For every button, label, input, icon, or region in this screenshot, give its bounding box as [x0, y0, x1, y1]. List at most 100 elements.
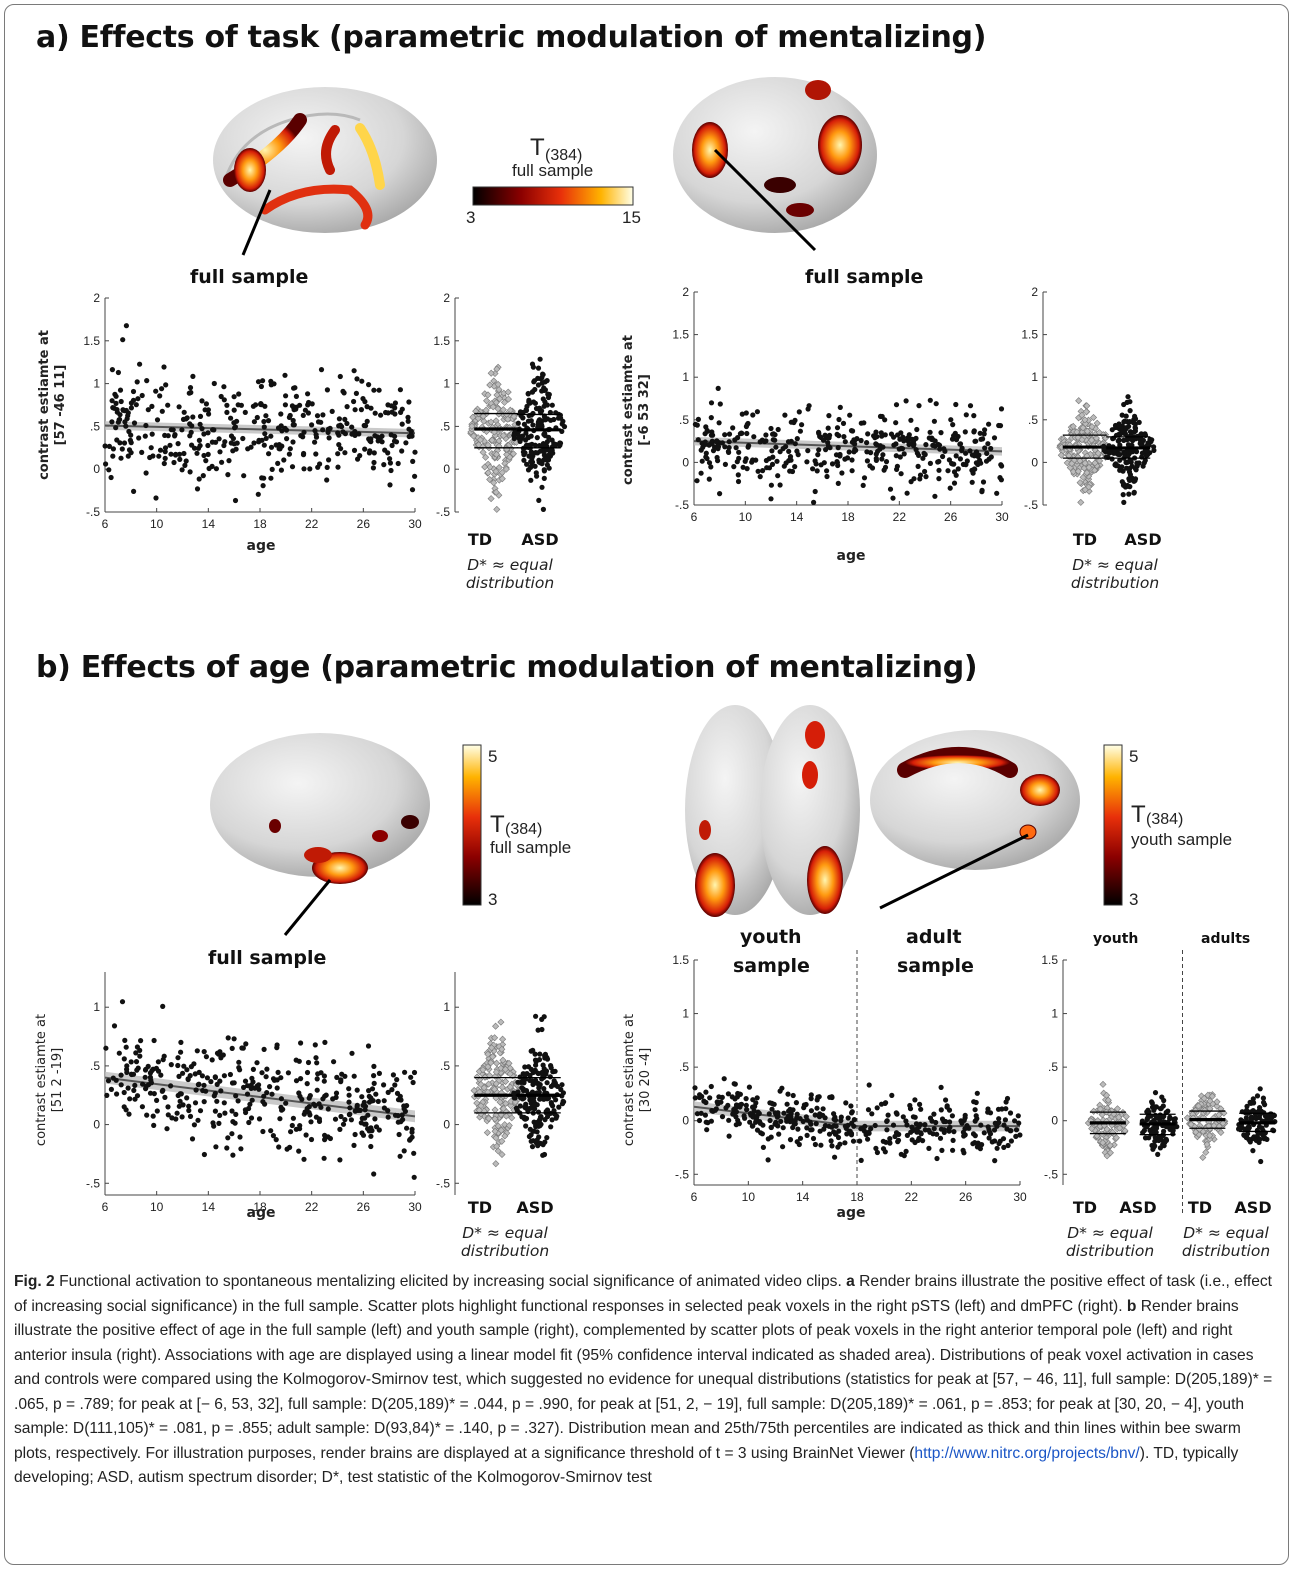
scatter-point — [722, 461, 729, 467]
scatter-point — [926, 435, 932, 441]
scatter-point — [316, 1116, 322, 1122]
swarm-point — [522, 1064, 528, 1070]
scatter-point — [893, 453, 899, 459]
swarm-point — [1258, 1158, 1264, 1165]
scatter-point — [962, 1126, 968, 1132]
scatter-point — [290, 1115, 296, 1121]
scatter-point — [164, 1126, 170, 1132]
scatter-point — [735, 478, 742, 485]
x-tick-label: 18 — [253, 517, 267, 531]
colorbar-b-left-label: T — [490, 811, 505, 838]
scatter-point — [853, 447, 859, 453]
swarm-point — [1121, 419, 1127, 425]
scatter-point — [371, 1171, 377, 1177]
scatter-point — [128, 400, 134, 406]
swarm-point — [1109, 427, 1115, 433]
scatter-point — [880, 1146, 887, 1152]
scatter-point — [801, 1105, 807, 1111]
scatter-point — [991, 1127, 998, 1133]
swarm-point — [502, 1077, 510, 1086]
scatter-point — [259, 475, 265, 481]
swarm-y-tick-label: .5 — [1048, 1060, 1058, 1074]
swarm-point — [518, 412, 524, 419]
swarm-point — [528, 418, 534, 424]
scatter-point — [699, 1093, 705, 1100]
swarm-point — [498, 1045, 506, 1053]
scatter-point — [746, 443, 752, 449]
scatter-point — [231, 407, 237, 413]
scatter-point — [260, 378, 266, 384]
swarm-point — [1250, 1108, 1256, 1114]
scatter-point — [110, 1075, 116, 1081]
scatter-point — [744, 1107, 750, 1113]
swarm-point — [1085, 463, 1093, 471]
swarm-point — [484, 441, 492, 449]
swarm-point — [1158, 1105, 1164, 1111]
scatter-point — [739, 411, 745, 417]
scatter-point — [763, 432, 769, 438]
swarm-point — [1093, 419, 1101, 427]
scatter-point — [804, 459, 810, 465]
swarm-point — [494, 380, 502, 388]
scatter-point — [785, 439, 792, 445]
swarm-point — [511, 1090, 517, 1096]
scatter-point — [916, 1135, 922, 1141]
swarm-point — [531, 379, 537, 385]
scatter-point — [225, 1135, 231, 1141]
swarm-point — [1081, 486, 1089, 494]
scatter-point — [192, 1071, 198, 1077]
scatter-point — [332, 1116, 339, 1122]
swarm-y-tick-label: -.5 — [1044, 1167, 1058, 1181]
scatter-point — [346, 1099, 352, 1105]
scatter-point — [933, 401, 939, 407]
swarm-point — [504, 415, 512, 423]
scatter-point — [291, 422, 297, 428]
swarm-point — [479, 448, 487, 456]
scatter-point — [214, 1081, 220, 1087]
scatter-point — [288, 1129, 294, 1135]
scatter-point — [815, 452, 821, 458]
scatter-point — [832, 1117, 839, 1123]
scatter-point — [127, 1096, 133, 1102]
scatter-point — [708, 415, 714, 421]
swarm-point — [556, 1104, 562, 1110]
colorbar-a: T (384) full sample 3 15 — [466, 134, 641, 227]
scatter-point — [381, 1082, 387, 1088]
swarm-point — [536, 418, 542, 424]
scatter-point — [282, 402, 288, 408]
scatter-point — [951, 480, 958, 486]
scatter-point — [251, 419, 257, 425]
swarm-point — [528, 463, 534, 469]
scatter-point — [307, 1112, 313, 1118]
swarm-point — [535, 1027, 541, 1033]
x-tick-label: 26 — [357, 517, 371, 531]
y-tick-label: -.5 — [675, 1167, 689, 1181]
scatter-point — [179, 467, 185, 473]
caption-link[interactable]: http://www.nitrc.org/projects/bnv/ — [914, 1444, 1140, 1462]
scatter-point — [875, 448, 881, 454]
scatter-point — [353, 390, 359, 396]
scatter-point — [939, 1116, 946, 1122]
swarm-point — [1250, 1096, 1256, 1102]
scatter-point — [165, 402, 171, 408]
scatter-point — [283, 1100, 289, 1106]
swarm-point — [1101, 443, 1107, 449]
swarm-point — [1250, 1148, 1256, 1154]
scatter-point — [708, 400, 715, 406]
swarm-point — [544, 456, 550, 462]
swarm-point — [1117, 451, 1123, 458]
swarm-point — [1192, 1128, 1200, 1136]
swarm-point — [1069, 468, 1077, 476]
scatter-point — [139, 1104, 145, 1110]
scatter-point — [744, 430, 750, 437]
scatter-point — [703, 454, 709, 460]
scatter-point — [365, 1043, 372, 1049]
scatter-point — [231, 1080, 237, 1086]
scatter-point — [253, 402, 259, 408]
x-tick-label: 30 — [1013, 1190, 1027, 1204]
scatter-point — [344, 420, 350, 427]
scatter-point — [769, 461, 776, 467]
a-right-sample-label: full sample — [805, 266, 923, 288]
swarm-y-tick-label: 2 — [1031, 285, 1038, 299]
scatter-point — [359, 378, 365, 384]
